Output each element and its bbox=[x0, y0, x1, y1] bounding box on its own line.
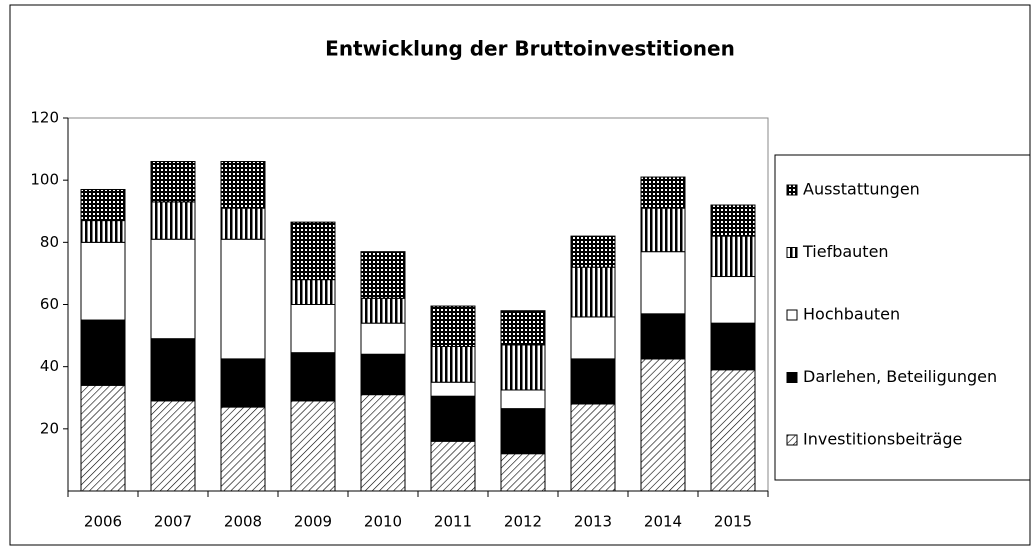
bar-segment bbox=[220, 406, 266, 492]
legend-label: Investitionsbeiträge bbox=[803, 430, 962, 449]
bar-segment bbox=[570, 358, 616, 405]
bar-segment bbox=[500, 310, 546, 346]
x-tick-label: 2008 bbox=[224, 513, 262, 531]
bar-segment bbox=[500, 344, 546, 391]
bar-segment bbox=[220, 238, 266, 360]
bar-segment bbox=[360, 353, 406, 396]
bar-segment bbox=[710, 235, 756, 278]
bar-segment bbox=[80, 384, 126, 492]
y-tick-label: 40 bbox=[40, 357, 59, 375]
bar-segment bbox=[640, 251, 686, 315]
legend-label: Tiefbauten bbox=[802, 242, 889, 261]
bar-segment bbox=[500, 389, 546, 410]
bar-segment bbox=[430, 345, 476, 383]
x-tick-label: 2009 bbox=[294, 513, 332, 531]
bar-segment bbox=[640, 313, 686, 360]
y-tick-label: 60 bbox=[40, 295, 59, 313]
bar-segment bbox=[430, 440, 476, 492]
bar-segment bbox=[710, 369, 756, 492]
bar-segment bbox=[290, 400, 336, 492]
x-tick-label: 2012 bbox=[504, 513, 542, 531]
x-tick-label: 2010 bbox=[364, 513, 402, 531]
bar-segment bbox=[360, 297, 406, 324]
bar-segment bbox=[80, 188, 126, 222]
bar-segment bbox=[150, 338, 196, 402]
bar-segment bbox=[220, 207, 266, 240]
chart-title: Entwicklung der Bruttoinvestitionen bbox=[325, 37, 735, 61]
x-tick-label: 2015 bbox=[714, 513, 752, 531]
bar-segment bbox=[150, 238, 196, 340]
y-tick-label: 80 bbox=[40, 233, 59, 251]
legend-swatch bbox=[786, 184, 798, 196]
legend-label: Darlehen, Beteiligungen bbox=[803, 367, 997, 386]
y-tick-label: 100 bbox=[30, 171, 59, 189]
bar-segment bbox=[80, 220, 126, 243]
bar-segment bbox=[360, 394, 406, 492]
legend-swatch bbox=[786, 434, 798, 446]
bar-segment bbox=[220, 358, 266, 408]
legend-swatch bbox=[786, 372, 798, 383]
bar-segment bbox=[150, 161, 196, 203]
legend-label: Ausstattungen bbox=[803, 180, 920, 199]
x-tick-label: 2007 bbox=[154, 513, 192, 531]
bar-segment bbox=[500, 408, 546, 455]
bar-segment bbox=[430, 381, 476, 397]
y-tick-label: 120 bbox=[30, 109, 59, 127]
x-tick-label: 2011 bbox=[434, 513, 472, 531]
bar-segment bbox=[220, 161, 266, 209]
bar-segment bbox=[710, 322, 756, 371]
bar-segment bbox=[360, 322, 406, 355]
x-tick-label: 2013 bbox=[574, 513, 612, 531]
bar-segment bbox=[290, 221, 336, 281]
bar-segment bbox=[150, 400, 196, 492]
x-tick-label: 2006 bbox=[84, 513, 122, 531]
bar-segment bbox=[640, 358, 686, 492]
bar-segment bbox=[430, 395, 476, 442]
bar-segment bbox=[80, 241, 126, 321]
y-tick-label: 20 bbox=[40, 419, 59, 437]
bar-segment bbox=[430, 305, 476, 347]
bar-segment bbox=[710, 276, 756, 324]
legend-swatch bbox=[786, 309, 798, 321]
x-tick-label: 2014 bbox=[644, 513, 682, 531]
legend-box bbox=[774, 154, 1031, 481]
bar-segment bbox=[500, 453, 546, 492]
bar-segment bbox=[570, 266, 616, 318]
legend-label: Hochbauten bbox=[803, 305, 900, 324]
bar-segment bbox=[290, 279, 336, 305]
bar-segment bbox=[570, 316, 616, 360]
bar-segment bbox=[360, 251, 406, 299]
bar-segment bbox=[640, 176, 686, 209]
bar-segment bbox=[640, 207, 686, 253]
bar-segment bbox=[570, 403, 616, 492]
bar-segment bbox=[150, 201, 196, 240]
bar-segment bbox=[80, 319, 126, 386]
bar-segment bbox=[570, 235, 616, 268]
bar-segment bbox=[290, 304, 336, 354]
bar-segment bbox=[710, 204, 756, 237]
bar-segment bbox=[290, 352, 336, 402]
legend-swatch bbox=[786, 247, 798, 258]
